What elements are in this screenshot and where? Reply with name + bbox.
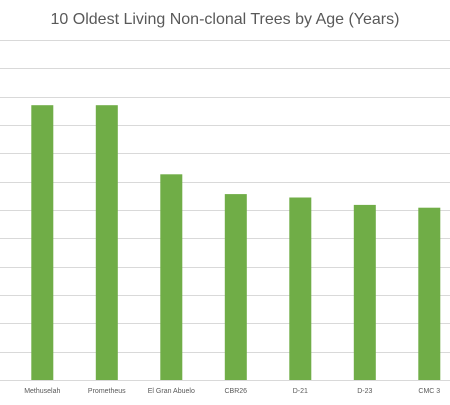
bar [418, 207, 441, 380]
bar [224, 194, 247, 380]
x-tick-label: CBR26 [225, 388, 248, 395]
x-tick-label: Prometheus [88, 388, 126, 395]
x-tick-label: D-21 [293, 388, 308, 395]
x-tick-label: Methuselah [24, 388, 60, 395]
bars [31, 105, 441, 380]
bar [31, 105, 54, 380]
bar [289, 197, 312, 380]
x-tick-label: CMC 3 [418, 388, 440, 395]
bar [160, 174, 183, 380]
x-tick-label: El Gran Abuelo [148, 388, 195, 395]
bar [95, 105, 118, 380]
chart-title: 10 Oldest Living Non-clonal Trees by Age… [51, 11, 400, 28]
bar [353, 204, 376, 380]
x-tick-label: D-23 [357, 388, 372, 395]
x-axis-tick-labels: Methuselah Prometheus El Gran Abuelo CBR26 D… [24, 388, 440, 395]
